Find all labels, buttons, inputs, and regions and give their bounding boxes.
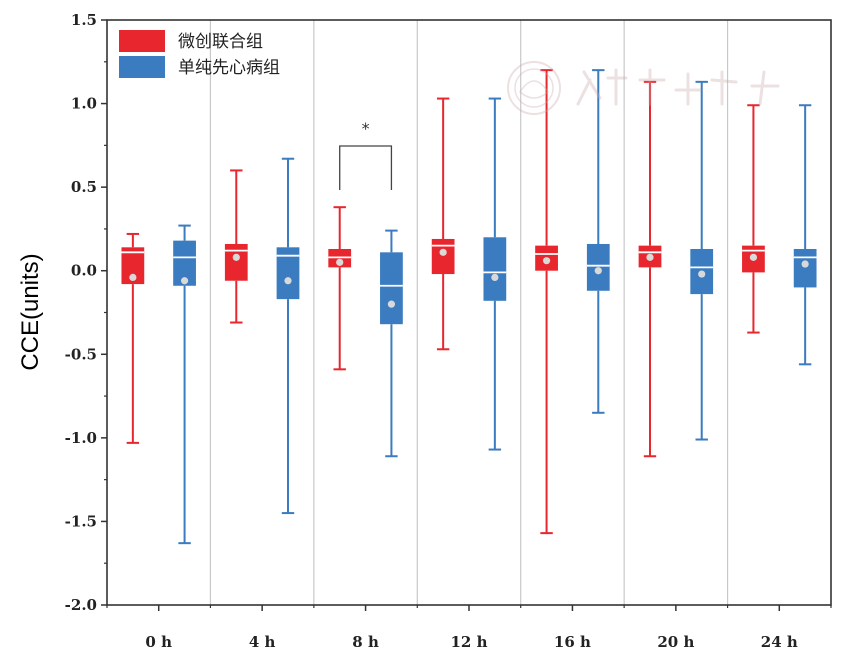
y-tick-label: -2.0	[65, 596, 97, 614]
box-iqr	[276, 247, 300, 300]
mean-marker	[749, 253, 758, 261]
box-5-0	[638, 80, 662, 458]
legend-swatch	[119, 56, 165, 78]
legend-label: 单纯先心病组	[178, 58, 280, 78]
box-iqr	[121, 247, 145, 285]
category-separators	[209, 20, 729, 605]
box-iqr	[380, 252, 403, 325]
mean-marker	[646, 253, 654, 261]
legend-swatch	[119, 30, 165, 52]
box-2-0	[328, 206, 352, 371]
box-1-1	[276, 157, 300, 515]
box-3-0	[431, 97, 455, 351]
box-0-0	[121, 232, 145, 444]
mean-marker	[180, 277, 189, 285]
x-tick-label: 4 h	[249, 633, 276, 651]
box-iqr	[483, 237, 507, 301]
mean-marker	[129, 273, 137, 281]
y-axis-label: CCE(units)	[17, 253, 44, 370]
box-2-1	[380, 229, 403, 458]
box-iqr	[173, 240, 196, 286]
x-tick-label: 16 h	[554, 633, 591, 651]
significance-bracket	[339, 145, 393, 190]
y-tick-label: 1.0	[71, 95, 97, 113]
x-tick-label: 8 h	[352, 633, 379, 651]
box-iqr	[793, 248, 817, 288]
mean-marker	[801, 260, 809, 268]
mean-marker	[491, 273, 499, 281]
box-0-1	[173, 224, 196, 545]
box-iqr	[224, 243, 248, 281]
mean-marker	[232, 253, 240, 261]
y-tick-label: -1.5	[65, 512, 97, 530]
y-tick-label: 0.5	[71, 178, 97, 196]
box-1-0	[224, 169, 248, 324]
x-tick-label: 20 h	[657, 633, 694, 651]
box-5-1	[690, 80, 714, 441]
mean-marker	[284, 277, 292, 285]
y-tick-label: -1.0	[65, 429, 97, 447]
mean-marker	[542, 257, 551, 265]
box-iqr	[431, 238, 455, 275]
x-tick-label: 24 h	[761, 633, 798, 651]
mean-marker	[594, 267, 602, 275]
box-4-0	[535, 69, 558, 535]
y-tick-label: -0.5	[65, 345, 97, 363]
watermark-logo	[507, 61, 780, 115]
axes: -2.0 -1.5 -1.0 -0.5 0.0 0.5 1.0 1.5 0 h 4 h 8 h 12 …	[65, 11, 832, 651]
mean-marker	[439, 248, 447, 256]
box-series	[121, 69, 817, 545]
x-tick-label: 12 h	[450, 633, 487, 651]
legend-label: 微创联合组	[178, 32, 263, 52]
mean-marker	[336, 258, 344, 266]
box-4-1	[586, 69, 610, 414]
significance-label: *	[362, 119, 370, 138]
box-6-1	[793, 104, 817, 366]
mean-marker	[698, 270, 706, 278]
y-tick-label: 0.0	[71, 262, 97, 280]
y-tick-label: 1.5	[71, 11, 97, 29]
x-tick-label: 0 h	[145, 633, 172, 651]
box-3-1	[483, 97, 507, 451]
mean-marker	[387, 300, 396, 308]
box-6-0	[742, 104, 765, 334]
plot-frame	[106, 19, 832, 606]
